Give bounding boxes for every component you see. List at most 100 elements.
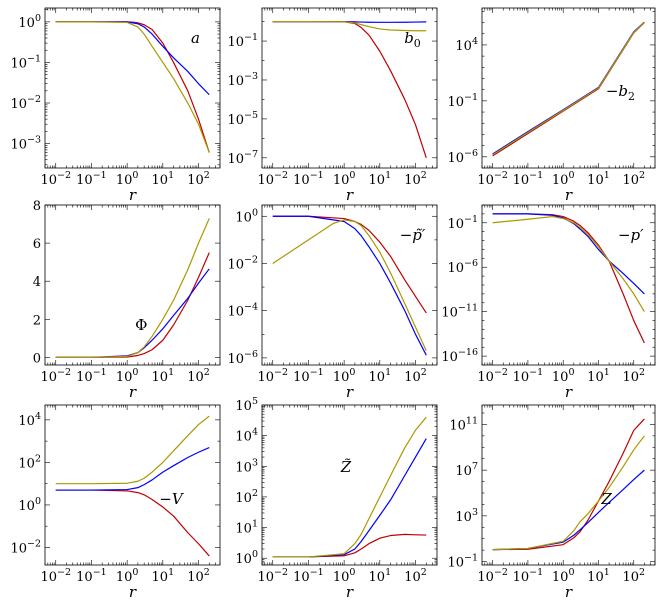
x-tick-label: 102: [622, 170, 645, 188]
panel-label: a: [191, 29, 200, 47]
y-tick-label: 10−1: [447, 553, 478, 571]
x-tick-label: 101: [587, 567, 610, 585]
y-tick-label: 1011: [449, 415, 478, 433]
y-tick-label: 104: [235, 427, 258, 445]
series-red-line: [55, 489, 210, 557]
plot-frame: [44, 404, 221, 566]
x-tick-label: 101: [152, 170, 175, 188]
x-tick-label: 10−2: [477, 567, 508, 585]
x-tick-label: 10−1: [76, 367, 107, 385]
panel-p: 10−2 10−1 100 101 102 10−16 10−11 10−6 10−1 r −p′: [441, 204, 656, 401]
panel-Ztilde: 10−2 10−1 100 101 102 100 101 102 103 104 105 r Z̃: [235, 396, 438, 601]
x-tick-label: 10−2: [40, 170, 71, 188]
y-tick-label: 10−3: [10, 135, 41, 153]
y-tick-label: 103: [235, 457, 258, 475]
panel-label: −p′: [618, 226, 644, 244]
y-tick-label: 10−1: [10, 53, 41, 71]
y-tick-label: 10−5: [227, 110, 258, 128]
y-tick-label: 102: [235, 488, 258, 506]
plot-frame: [261, 7, 438, 169]
x-tick-label: 10−1: [293, 567, 324, 585]
y-tick-label: 100: [235, 207, 258, 225]
x-tick-label: 102: [622, 567, 645, 585]
plot-frame: [44, 204, 221, 366]
panel-V: 10−2 10−1 100 101 102 10−2 100 102 104 r −V: [10, 404, 221, 601]
plot-frame: [261, 404, 438, 566]
series-red-line: [55, 21, 210, 153]
series-olive-line: [55, 21, 210, 153]
x-tick-label: 100: [552, 567, 575, 585]
series-red-line: [55, 252, 210, 358]
x-tick-label: 100: [116, 567, 139, 585]
series-blue-line: [55, 446, 210, 491]
series-olive-line: [55, 218, 210, 358]
y-tick-label: 2: [33, 313, 41, 328]
x-tick-label: 101: [587, 367, 610, 385]
x-tick-label: 10−1: [76, 567, 107, 585]
series-red-line: [272, 533, 427, 558]
y-tick-label: 107: [455, 461, 478, 479]
y-tick-label: 0: [33, 351, 41, 366]
y-tick-label: 10−1: [447, 214, 478, 232]
x-axis-label: r: [346, 383, 354, 401]
y-tick-label: 10−6: [447, 258, 478, 276]
y-tick-label: 10−2: [10, 94, 41, 112]
series-red-line: [492, 418, 645, 551]
y-tick-label: 100: [235, 549, 258, 567]
plot-frame: [481, 7, 656, 169]
x-tick-label: 100: [552, 170, 575, 188]
y-tick-label: 10−2: [227, 254, 258, 272]
series-olive-line: [55, 415, 210, 485]
panel-b2: 10−2 10−1 100 101 102 10−6 10−1 104 r −b2: [447, 7, 656, 204]
series-blue-line: [272, 438, 427, 558]
panel-label: b0: [404, 29, 421, 50]
y-tick-label: 100: [18, 496, 41, 514]
x-tick-label: 101: [369, 170, 392, 188]
series-olive-line: [272, 219, 427, 352]
x-tick-label: 10−2: [40, 367, 71, 385]
plot-frame: [44, 7, 221, 169]
panel-b0: 10−2 10−1 100 101 102 10−7 10−5 10−3 10−1 r b0: [227, 7, 438, 204]
series-blue-line: [492, 469, 645, 551]
x-tick-label: 101: [369, 367, 392, 385]
y-tick-label: 10−6: [227, 349, 258, 367]
x-tick-label: 100: [552, 367, 575, 385]
y-tick-label: 10−11: [441, 303, 478, 321]
x-tick-label: 102: [187, 567, 210, 585]
plot-frame: [481, 404, 656, 566]
x-tick-label: 100: [333, 567, 356, 585]
x-axis-label: r: [565, 583, 573, 601]
x-tick-label: 101: [587, 170, 610, 188]
y-tick-label: 102: [18, 453, 41, 471]
x-tick-label: 102: [187, 170, 210, 188]
x-axis-label: r: [565, 383, 573, 401]
x-tick-label: 10−2: [257, 367, 288, 385]
x-tick-label: 10−1: [513, 567, 544, 585]
y-tick-label: 6: [33, 237, 41, 252]
y-tick-label: 10−1: [227, 32, 258, 50]
x-tick-label: 101: [152, 567, 175, 585]
y-tick-label: 4: [33, 275, 41, 290]
y-tick-label: 101: [235, 519, 258, 537]
x-tick-label: 10−2: [40, 567, 71, 585]
x-tick-label: 100: [116, 367, 139, 385]
x-axis-label: r: [129, 383, 137, 401]
x-tick-label: 102: [404, 567, 427, 585]
y-tick-label: 10−2: [10, 538, 41, 556]
y-tick-label: 10−7: [227, 149, 258, 167]
x-tick-label: 100: [116, 170, 139, 188]
y-tick-label: 104: [18, 411, 41, 429]
x-tick-label: 10−1: [76, 170, 107, 188]
x-axis-label: r: [346, 583, 354, 601]
x-tick-label: 10−2: [477, 170, 508, 188]
y-tick-label: 10−16: [441, 347, 478, 365]
y-tick-label: 103: [455, 507, 478, 525]
x-tick-label: 10−2: [257, 170, 288, 188]
y-tick-label: 10−3: [227, 71, 258, 89]
y-tick-label: 8: [33, 199, 41, 214]
series-blue-line: [272, 215, 427, 356]
series-olive-line: [272, 21, 427, 32]
